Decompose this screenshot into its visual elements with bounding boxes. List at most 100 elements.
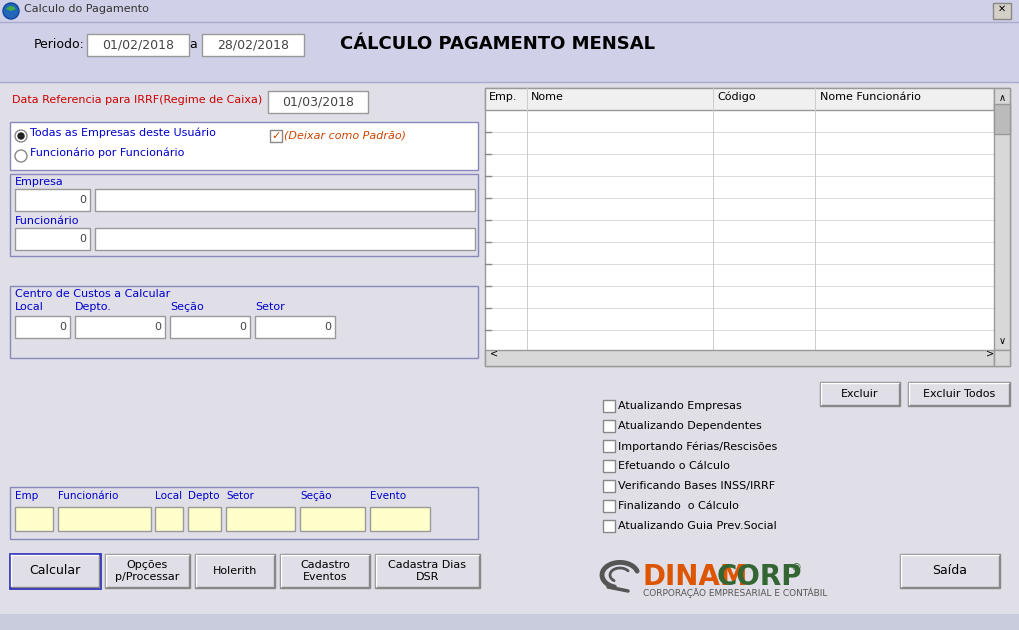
Text: 0: 0 <box>238 322 246 332</box>
Text: Depto: Depto <box>187 491 219 501</box>
Bar <box>105 554 190 588</box>
Text: >: > <box>985 349 994 359</box>
Bar <box>602 400 614 412</box>
Bar <box>87 34 189 56</box>
Text: Funcionário: Funcionário <box>58 491 118 501</box>
Text: Funcionário: Funcionário <box>15 216 79 226</box>
Text: Saída: Saída <box>931 564 967 578</box>
Bar <box>15 228 90 250</box>
Text: Atualizando Dependentes: Atualizando Dependentes <box>618 421 761 431</box>
Bar <box>202 34 304 56</box>
Bar <box>484 350 994 366</box>
Text: Código: Código <box>716 92 755 103</box>
Bar <box>993 3 1010 19</box>
Bar <box>95 228 475 250</box>
Circle shape <box>18 133 24 139</box>
Text: 0: 0 <box>78 234 86 244</box>
Bar <box>10 122 478 170</box>
Text: Calculo do Pagamento: Calculo do Pagamento <box>24 4 149 14</box>
Text: ✓: ✓ <box>271 131 280 141</box>
Text: Finalizando  o Cálculo: Finalizando o Cálculo <box>618 501 738 511</box>
Bar <box>370 507 430 531</box>
Bar <box>994 104 1009 134</box>
Text: 0: 0 <box>78 195 86 205</box>
Text: Holerith: Holerith <box>213 566 257 576</box>
Bar <box>375 554 480 588</box>
Bar <box>10 487 478 539</box>
Text: Atualizando Guia Prev.Social: Atualizando Guia Prev.Social <box>618 521 776 531</box>
Text: Efetuando o Cálculo: Efetuando o Cálculo <box>618 461 730 471</box>
Text: Todas as Empresas deste Usuário: Todas as Empresas deste Usuário <box>30 128 216 138</box>
Text: 01/02/2018: 01/02/2018 <box>102 38 174 52</box>
Text: Funcionário por Funcionário: Funcionário por Funcionário <box>30 148 184 158</box>
Bar <box>15 316 70 338</box>
Bar <box>602 500 614 512</box>
Bar <box>15 189 90 211</box>
Bar <box>270 130 281 142</box>
Text: Calcular: Calcular <box>30 564 81 578</box>
Circle shape <box>3 3 19 19</box>
Text: Centro de Custos a Calcular: Centro de Custos a Calcular <box>15 289 170 299</box>
Text: Setor: Setor <box>255 302 284 312</box>
Bar <box>602 420 614 432</box>
Text: Data Referencia para IRRF(Regime de Caixa): Data Referencia para IRRF(Regime de Caix… <box>12 95 262 105</box>
Text: (Deixar como Padrão): (Deixar como Padrão) <box>283 131 406 141</box>
Bar <box>994 350 1009 366</box>
Text: Depto.: Depto. <box>75 302 112 312</box>
Text: Nome: Nome <box>531 92 564 102</box>
Text: Local: Local <box>15 302 44 312</box>
Bar <box>819 382 899 406</box>
Bar <box>0 82 1019 630</box>
Text: Cadastra Dias
DSR: Cadastra Dias DSR <box>388 560 466 581</box>
Text: 28/02/2018: 28/02/2018 <box>217 38 288 52</box>
Text: Periodo:: Periodo: <box>34 38 85 50</box>
Text: Emp.: Emp. <box>488 92 517 102</box>
Bar <box>255 316 334 338</box>
Bar <box>602 460 614 472</box>
Text: Seção: Seção <box>300 491 331 501</box>
Text: Local: Local <box>155 491 182 501</box>
Circle shape <box>15 130 26 142</box>
Text: Excluir: Excluir <box>841 389 878 399</box>
Bar <box>170 316 250 338</box>
Wedge shape <box>6 6 15 11</box>
Text: <: < <box>489 349 497 359</box>
Bar <box>15 507 53 531</box>
Bar <box>10 174 478 256</box>
Bar <box>226 507 294 531</box>
Text: 0: 0 <box>59 322 66 332</box>
Text: Evento: Evento <box>370 491 406 501</box>
Text: Seção: Seção <box>170 302 204 312</box>
Bar <box>0 0 1019 22</box>
Text: Excluir Todos: Excluir Todos <box>922 389 995 399</box>
Text: CORP: CORP <box>716 563 802 591</box>
Text: 01/03/2018: 01/03/2018 <box>281 96 354 108</box>
Bar <box>10 286 478 358</box>
Bar <box>268 91 368 113</box>
Bar <box>58 507 151 531</box>
Bar <box>484 88 994 110</box>
Text: Setor: Setor <box>226 491 254 501</box>
Text: Empresa: Empresa <box>15 177 64 187</box>
Bar <box>187 507 221 531</box>
Text: a: a <box>189 38 197 50</box>
Bar <box>0 22 1019 82</box>
Bar <box>95 189 475 211</box>
Text: ®: ® <box>790 563 801 573</box>
Bar <box>0 614 1019 630</box>
Text: Opções
p/Processar: Opções p/Processar <box>115 560 179 581</box>
Text: CÁLCULO PAGAMENTO MENSAL: CÁLCULO PAGAMENTO MENSAL <box>339 35 654 53</box>
Text: Cadastro
Eventos: Cadastro Eventos <box>300 560 350 581</box>
Text: Nome Funcionário: Nome Funcionário <box>819 92 920 102</box>
Bar <box>10 554 100 588</box>
Bar <box>994 88 1009 350</box>
Circle shape <box>15 150 26 162</box>
Text: Verificando Bases INSS/IRRF: Verificando Bases INSS/IRRF <box>618 481 774 491</box>
Text: ∧: ∧ <box>998 93 1005 103</box>
Bar <box>602 480 614 492</box>
Bar <box>280 554 370 588</box>
Text: ∨: ∨ <box>998 336 1005 346</box>
Bar <box>602 520 614 532</box>
Text: 0: 0 <box>154 322 161 332</box>
Bar <box>155 507 182 531</box>
